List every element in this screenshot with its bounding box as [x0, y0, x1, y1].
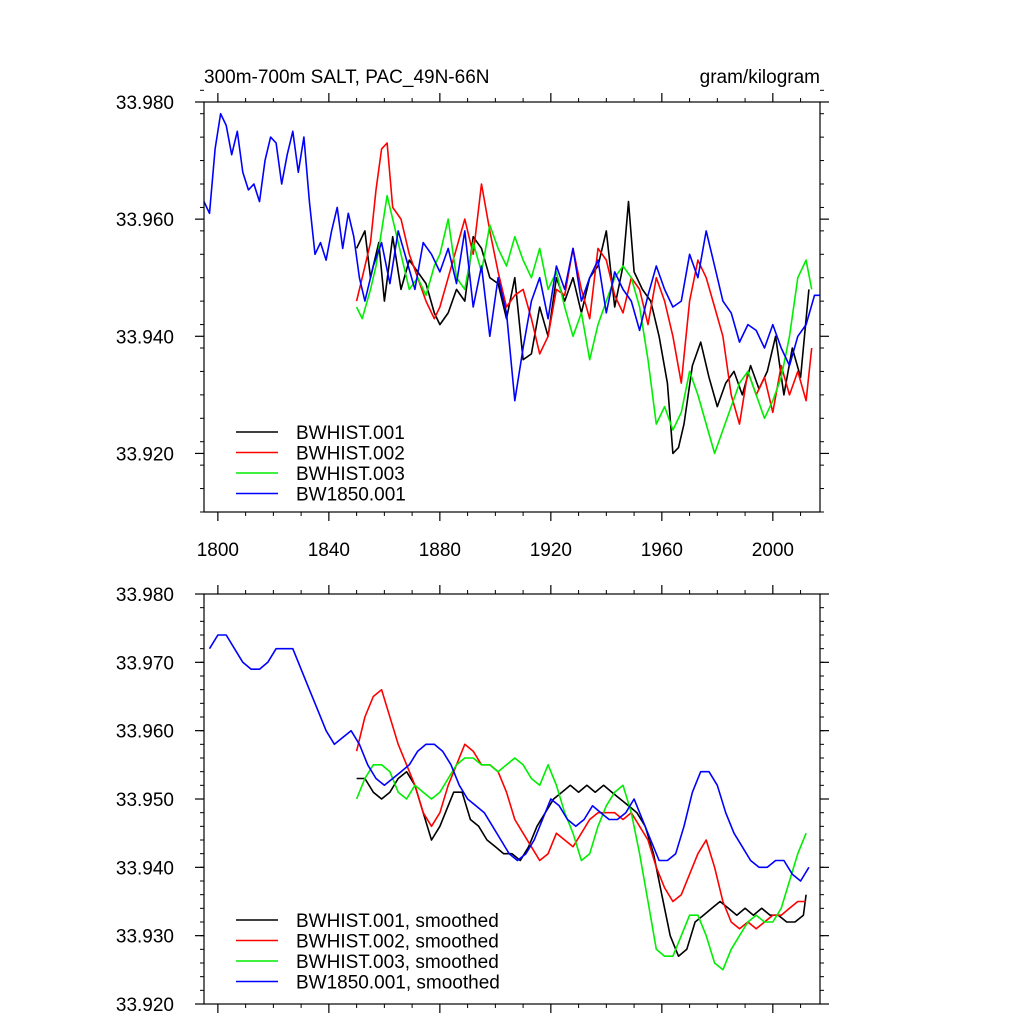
- top-series-line-2: [355, 142, 813, 425]
- bottom-panel-smoothed: 33.920 33.930 33.940 33.950 33.960 33.970 33.9…: [116, 585, 829, 1016]
- top-x-tick-label: 1800: [197, 540, 239, 561]
- top-series-line-4: [203, 112, 820, 402]
- bottom-y-tick-label: 33.940: [116, 858, 174, 879]
- bottom-legend-label: BW1850.001, smoothed: [296, 973, 500, 994]
- bottom-series-line-3: [355, 757, 807, 971]
- bottom-series-line-1: [356, 770, 807, 958]
- top-x-tick-label: 1840: [308, 540, 350, 561]
- top-panel-raw: 33.920 33.940 33.960 33.980 1800 1840 1880 1920…: [116, 89, 829, 561]
- chart-units: gram/kilogram: [700, 67, 820, 88]
- bottom-y-tick-label: 33.970: [116, 653, 174, 674]
- top-y-tick-label: 33.920: [116, 444, 174, 465]
- bottom-legend-label: BWHIST.002, smoothed: [296, 932, 499, 953]
- top-legend-label: BWHIST.003: [296, 464, 405, 485]
- top-y-tick-label: 33.940: [116, 327, 174, 348]
- top-x-tick-label: 1880: [419, 540, 461, 561]
- bottom-series-line-2: [355, 688, 807, 930]
- chart-title: 300m-700m SALT, PAC_49N-66N: [204, 67, 489, 88]
- bottom-legend-label: BWHIST.001, smoothed: [296, 911, 499, 932]
- top-series-line-1: [355, 200, 810, 455]
- bottom-y-tick-label: 33.920: [116, 995, 174, 1016]
- top-x-tick-label: 1920: [530, 540, 572, 561]
- top-legend-label: BWHIST.001: [296, 423, 405, 444]
- bottom-y-tick-label: 33.950: [116, 790, 174, 811]
- top-legend-label: BWHIST.002: [296, 444, 405, 465]
- top-series-line-3: [355, 194, 813, 455]
- top-plot-frame: [203, 101, 821, 513]
- top-y-tick-label: 33.980: [116, 93, 174, 114]
- top-y-tick-label: 33.960: [116, 210, 174, 231]
- bottom-series-line-4: [208, 634, 810, 882]
- top-x-tick-label: 2000: [752, 540, 794, 561]
- bottom-legend-label: BWHIST.003, smoothed: [296, 952, 499, 973]
- bottom-y-tick-label: 33.930: [116, 927, 174, 948]
- bottom-y-tick-label: 33.960: [116, 722, 174, 743]
- bottom-y-tick-label: 33.980: [116, 585, 174, 606]
- top-x-tick-label: 1960: [641, 540, 683, 561]
- top-legend-label: BW1850.001: [296, 485, 406, 506]
